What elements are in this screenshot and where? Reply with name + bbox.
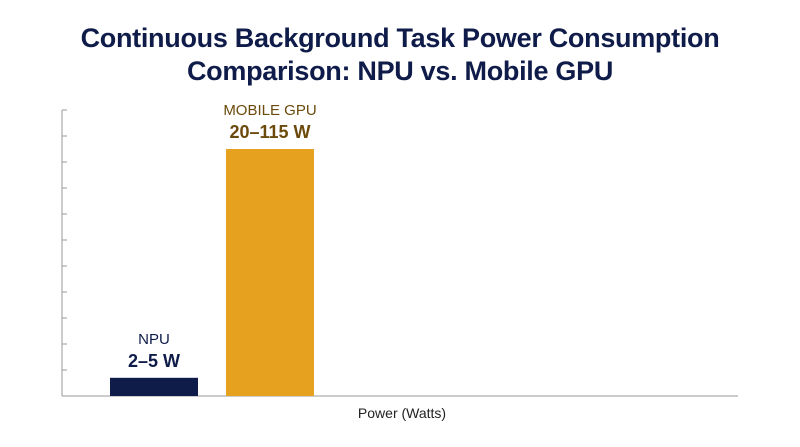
bar-name-label: NPU: [138, 331, 170, 348]
bar: [110, 377, 198, 396]
bar: [226, 149, 314, 396]
bar-value-label: 20–115 W: [229, 122, 310, 142]
chart-title: Continuous Background Task Power Consump…: [0, 22, 800, 88]
x-axis-label: Power (Watts): [358, 405, 446, 421]
bar-value-label: 2–5 W: [128, 351, 180, 371]
bar-name-label: MOBILE GPU: [223, 102, 316, 119]
chart-title-line-2: Comparison: NPU vs. Mobile GPU: [186, 56, 614, 86]
chart-title-line-1: Continuous Background Task Power Consump…: [80, 23, 720, 53]
